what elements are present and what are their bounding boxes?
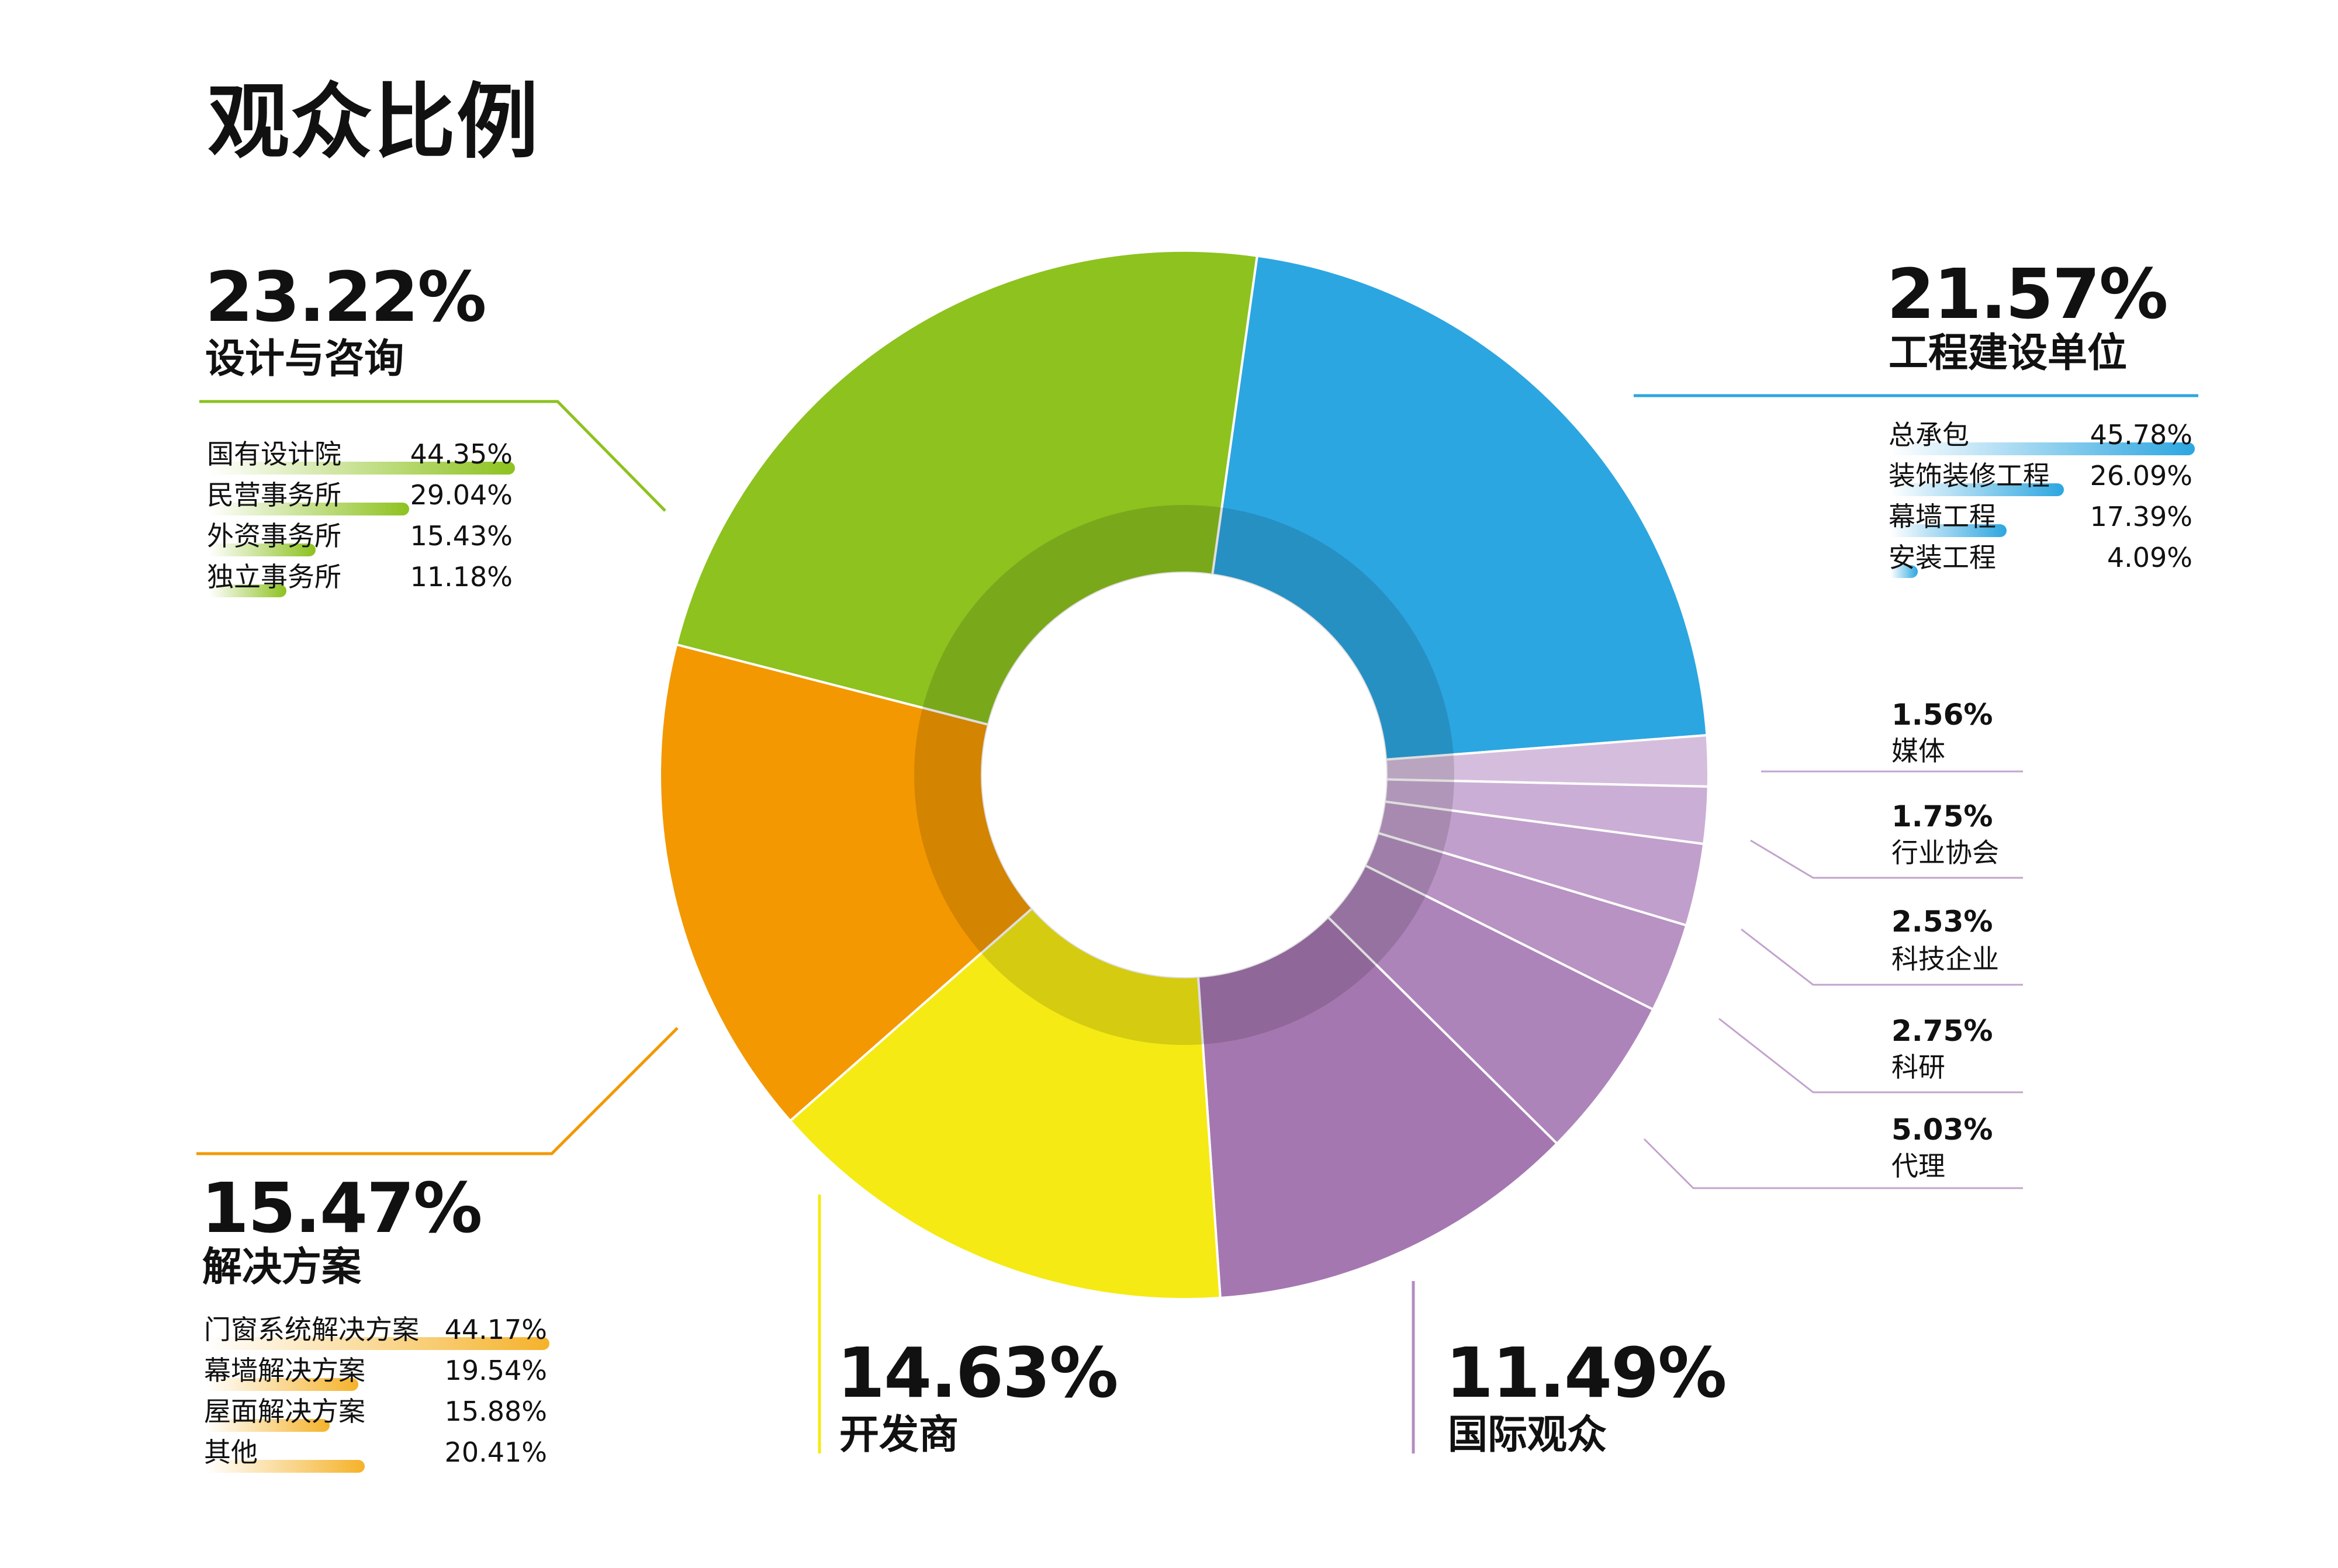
- leader-line-design: [199, 400, 666, 512]
- international-label: 国际观众: [1448, 1412, 1607, 1458]
- construction-breakdown-label: 幕墙工程: [1889, 501, 1996, 532]
- agent-label: 代理: [1891, 1150, 1945, 1182]
- solutions-breakdown-list: 门窗系统解决方案 44.17% 幕墙解决方案 19.54% 屋面解决方案 15.88% 其他…: [204, 1310, 549, 1474]
- page-title: 观众比例: [207, 75, 540, 170]
- design-breakdown-pct: 11.18%: [410, 561, 513, 593]
- construction-breakdown-pct: 4.09%: [2107, 542, 2192, 573]
- research-pct: 2.75%: [1891, 1014, 1993, 1048]
- association-label: 行业协会: [1891, 837, 1999, 868]
- research-label: 科研: [1891, 1051, 1945, 1083]
- solutions-breakdown-pct: 20.41%: [444, 1437, 547, 1468]
- design-breakdown-pct: 44.35%: [410, 438, 513, 470]
- design-breakdown-label: 独立事务所: [207, 561, 341, 593]
- solutions-breakdown-row: 屋面解决方案 15.88%: [204, 1392, 547, 1433]
- solutions-breakdown-bar: [206, 1337, 549, 1350]
- solutions-breakdown-bar: [206, 1460, 365, 1473]
- solutions-breakdown-pct: 15.88%: [444, 1396, 547, 1427]
- agent-pct: 5.03%: [1891, 1113, 1993, 1147]
- solutions-breakdown-label: 幕墙解决方案: [204, 1355, 365, 1386]
- construction-breakdown-bar: [1891, 442, 2195, 455]
- construction-label: 工程建设单位: [1889, 330, 2128, 376]
- solutions-breakdown-row: 幕墙解决方案 19.54%: [204, 1351, 547, 1392]
- developer-pct: 14.63%: [837, 1332, 1118, 1413]
- tech-pct: 2.53%: [1891, 905, 1993, 939]
- construction-breakdown-row: 安装工程 4.09%: [1889, 538, 2192, 579]
- leader-line-agent: [1643, 1138, 2023, 1189]
- design-label: 设计与咨询: [205, 336, 404, 382]
- inner-shade-ring: [914, 505, 1454, 1045]
- design-breakdown-list: 国有设计院 44.35% 民营事务所 29.04% 外资事务所 15.43% 独立事务所 11…: [207, 435, 515, 598]
- solutions-breakdown-row: 其他 20.41%: [204, 1433, 547, 1474]
- construction-breakdown-row: 总承包 45.78%: [1889, 416, 2195, 456]
- international-pct: 11.49%: [1445, 1332, 1727, 1413]
- construction-breakdown-pct: 26.09%: [2090, 460, 2192, 491]
- construction-pct: 21.57%: [1887, 254, 2168, 334]
- design-breakdown-row: 外资事务所 15.43%: [207, 517, 513, 558]
- solutions-pct: 15.47%: [201, 1168, 482, 1248]
- construction-breakdown-bar: [1891, 524, 2007, 537]
- construction-breakdown-row: 幕墙工程 17.39%: [1889, 497, 2192, 538]
- construction-breakdown-list: 总承包 45.78% 装饰装修工程 26.09% 幕墙工程 17.39% 安装工程 4.09%: [1889, 416, 2195, 579]
- media-pct: 1.56%: [1891, 698, 1993, 732]
- solutions-breakdown-label: 其他: [204, 1437, 258, 1468]
- solutions-breakdown-bar: [206, 1378, 358, 1391]
- tech-label: 科技企业: [1891, 943, 1999, 975]
- solutions-breakdown-label: 屋面解决方案: [204, 1396, 365, 1427]
- design-breakdown-bar: [209, 503, 410, 515]
- donut-hole: [982, 573, 1386, 977]
- construction-breakdown-bar: [1891, 565, 1918, 578]
- solutions-breakdown-bar: [206, 1419, 330, 1432]
- leader-line-solutions: [196, 1027, 679, 1155]
- design-breakdown-bar: [209, 584, 286, 597]
- construction-breakdown-pct: 17.39%: [2090, 501, 2192, 532]
- media-label: 媒体: [1891, 735, 1945, 767]
- leader-line-research: [1718, 1017, 2023, 1093]
- construction-breakdown-label: 装饰装修工程: [1889, 460, 2050, 491]
- design-breakdown-label: 国有设计院: [207, 438, 341, 470]
- solutions-breakdown-pct: 44.17%: [444, 1314, 547, 1345]
- construction-breakdown-label: 安装工程: [1889, 542, 1996, 573]
- design-breakdown-label: 民营事务所: [207, 479, 341, 511]
- design-breakdown-bar: [209, 462, 515, 475]
- leader-line-association: [1750, 839, 2023, 879]
- design-breakdown-pct: 29.04%: [410, 479, 513, 511]
- design-breakdown-row: 民营事务所 29.04%: [207, 476, 513, 517]
- solutions-breakdown-pct: 19.54%: [444, 1355, 547, 1386]
- solutions-label: 解决方案: [202, 1244, 362, 1290]
- solutions-breakdown-label: 门窗系统解决方案: [204, 1314, 419, 1345]
- developer-label: 开发商: [839, 1412, 959, 1458]
- construction-breakdown-label: 总承包: [1889, 419, 1969, 451]
- solutions-breakdown-row: 门窗系统解决方案 44.17%: [204, 1310, 549, 1351]
- leader-line-tech: [1741, 928, 2023, 986]
- design-breakdown-pct: 15.43%: [410, 520, 513, 552]
- construction-breakdown-row: 装饰装修工程 26.09%: [1889, 456, 2192, 497]
- design-breakdown-row: 国有设计院 44.35%: [207, 435, 515, 476]
- donut-slices: [658, 250, 1710, 1300]
- design-pct: 23.22%: [205, 257, 486, 337]
- construction-breakdown-pct: 45.78%: [2090, 419, 2192, 451]
- design-breakdown-label: 外资事务所: [207, 520, 341, 552]
- construction-breakdown-bar: [1891, 483, 2064, 496]
- design-breakdown-bar: [209, 544, 316, 556]
- association-pct: 1.75%: [1891, 799, 1993, 833]
- design-breakdown-row: 独立事务所 11.18%: [207, 558, 513, 598]
